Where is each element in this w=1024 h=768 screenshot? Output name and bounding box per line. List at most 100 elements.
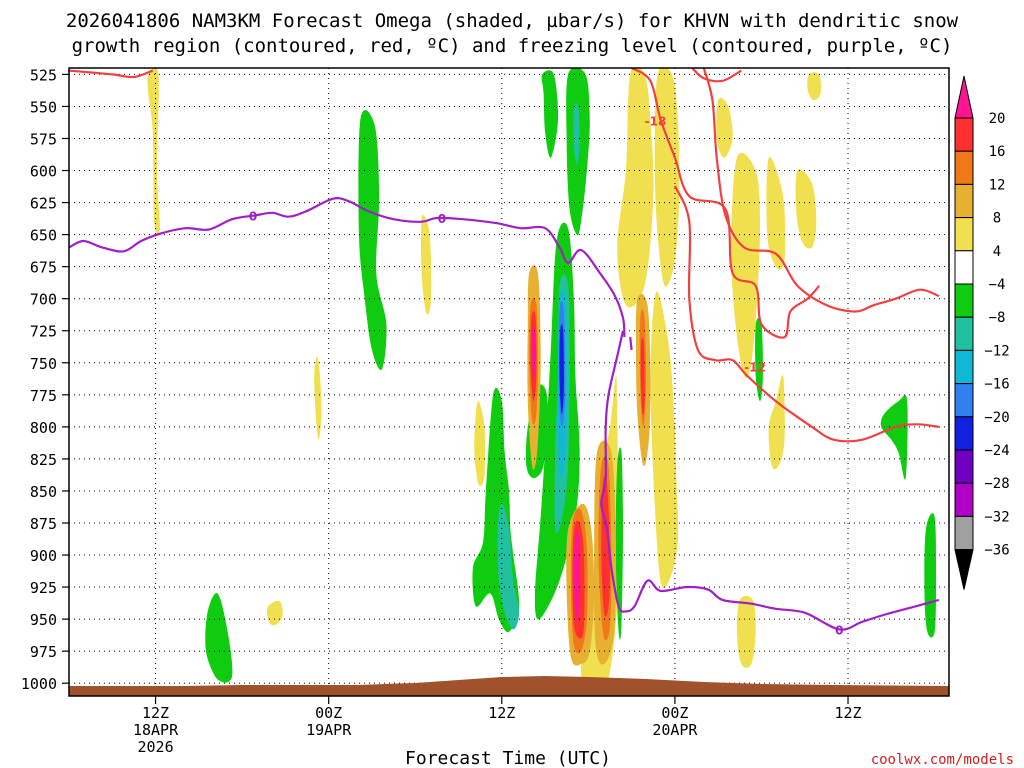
omega-shade-region [807,72,822,101]
omega-shade-region [766,156,786,270]
x-tick-label: 12Z [834,704,861,722]
y-tick-label: 675 [30,259,57,277]
colorbar-segment [954,150,974,185]
colorbar-label: 16 [989,144,1006,160]
omega-shade-region [924,513,937,638]
colorbar-label: −16 [984,377,1009,393]
y-tick-label: 950 [30,611,57,629]
y-tick-label: 925 [30,579,57,597]
y-tick-label: 850 [30,483,57,501]
colorbar-label: −8 [989,310,1006,326]
colorbar-label: −32 [984,509,1009,525]
omega-shade-region [615,447,623,640]
colorbar-segment [954,316,974,351]
omega-shade-region [795,169,817,249]
contour-line [673,185,940,443]
omega-shade-region [650,291,679,589]
colorbar: 20 16 12 8 4 −4 −8 −12 −16 −20 −24 −28 −32 −36 [954,75,1010,590]
x-tick-label: 00Z [661,704,688,722]
colorbar-label: −4 [989,277,1006,293]
y-tick-label: 800 [30,419,57,437]
x-tick-label: 2026 [137,738,173,756]
chart-title-line2: growth region (contoured, red, ºC) and f… [72,35,953,57]
x-axis-label: Forecast Time (UTC) [405,748,611,768]
omega-shade-region [421,215,432,315]
colorbar-segment [954,349,974,385]
contour-label: 0 [438,212,446,226]
omega-shade-region [768,374,785,470]
omega-shade-region [716,97,733,158]
credit-text: coolwx.com/models [871,752,1014,768]
contour-line [630,68,821,339]
y-tick-label: 825 [30,451,57,469]
x-tick-label: 12Z [142,704,169,722]
colorbar-bottom-triangle [954,549,974,590]
omega-shade-region [266,600,283,626]
omega-shade-region [755,317,763,402]
omega-shade-region [880,395,908,480]
contour-line [629,336,633,351]
y-tick-label: 900 [30,547,57,565]
colorbar-segment [954,117,974,152]
colorbar-label: 4 [993,244,1001,260]
omega-shade-region [147,68,160,235]
colorbar-segment [954,449,974,484]
colorbar-segment [954,250,974,285]
contour-line [691,68,742,83]
colorbar-label: −36 [984,543,1009,559]
colorbar-top-triangle [954,75,974,119]
y-tick-label: 625 [30,195,57,213]
y-tick-label: 1000 [21,675,57,693]
contour-lines: -18 -12 0 0 0 [69,68,940,637]
colorbar-label: −24 [984,443,1009,459]
contour-line [69,196,626,338]
colorbar-segment [954,416,974,451]
omega-shade-region [474,400,486,487]
colorbar-segment [954,183,974,219]
contour-line [600,330,940,631]
colorbar-segment [954,217,974,252]
omega-shade-region [640,337,645,416]
omega-shade-region [358,109,387,371]
omega-shade-region [736,595,756,668]
plot-area: -18 -12 0 0 0 [68,67,950,697]
colorbar-segment [954,515,974,551]
omega-shade-region [205,592,233,683]
y-tick-label: 725 [30,323,57,341]
omega-shade-region [541,70,559,158]
x-tick-label: 00Z [315,704,342,722]
y-tick-label: 775 [30,387,57,405]
omega-shade-region [314,356,322,440]
colorbar-label: 12 [989,177,1006,193]
x-tick-label: 12Z [488,704,515,722]
y-tick-label: 550 [30,98,57,116]
omega-shade-region [559,324,564,415]
omega-shade-region [573,530,580,622]
contour-line [69,69,154,79]
omega-shade-region [617,68,654,308]
colorbar-label: −12 [984,343,1009,359]
omega-shading [147,68,937,690]
y-tick-label: 600 [30,163,57,181]
contour-label: -18 [645,114,667,128]
y-tick-label: 700 [30,291,57,309]
terrain-ground [69,676,949,696]
colorbar-segment [954,283,974,318]
y-axis-ticks: 525 550 575 600 625 650 675 700 725 750 775 800 825 8… [21,66,69,693]
contour-label: 0 [835,623,843,637]
colorbar-segment [954,383,974,418]
contour-line [702,68,940,313]
contour-label: -12 [744,361,766,375]
omega-shade-region [531,326,536,383]
y-tick-label: 750 [30,355,57,373]
chart-title-line1: 2026041806 NAM3KM Forecast Omega (shaded… [66,10,959,32]
plot-frame [68,67,950,697]
omega-shade-region [497,503,520,630]
contour-label: 0 [249,209,257,223]
x-tick-label: 19APR [306,721,352,739]
omega-shade-region [731,152,761,379]
x-tick-label: 18APR [133,721,179,739]
y-tick-label: 975 [30,643,57,661]
